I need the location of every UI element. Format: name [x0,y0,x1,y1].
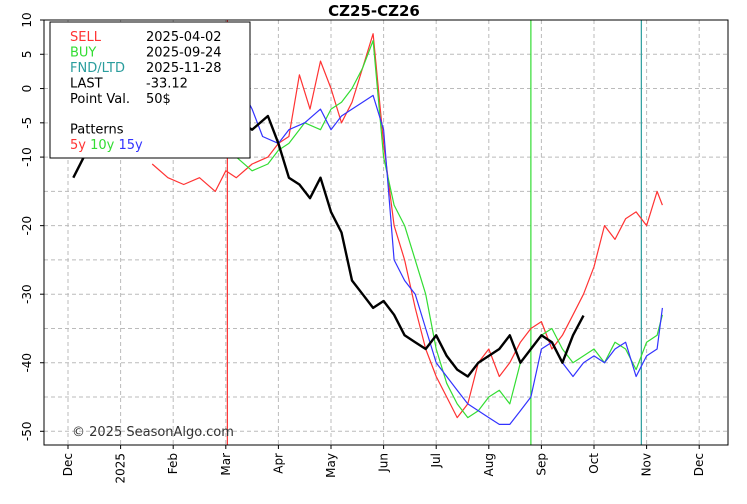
x-tick-label: Mar [219,453,233,476]
series-line-15y [209,81,663,425]
x-tick-label: Dec [61,453,75,476]
y-tick-label: -5 [20,117,34,129]
x-axis: Dec 2025 Feb Mar Apr May Jun Jul Aug Sep Oct Nov Dec [61,445,706,484]
x-tick-label: Feb [166,453,180,474]
x-tick-label: Aug [482,453,496,476]
y-tick-label: -10 [20,147,34,167]
legend-value: 2025-09-24 [146,46,222,61]
x-tick-label: Jun [377,453,391,473]
pattern-10y: 10y [86,138,115,153]
legend-value: -33.12 [146,77,188,92]
y-tick-label: -30 [20,284,34,304]
pattern-15y: 15y [114,138,143,153]
legend-label: SELL [70,30,102,45]
legend-value: 50$ [146,92,171,107]
x-tick-label: Nov [640,453,654,476]
x-tick-label: Jul [429,453,443,468]
copyright-text: © 2025 SeasonAlgo.com [72,425,234,440]
y-tick-label: 10 [20,12,34,27]
y-tick-label: 0 [20,85,34,93]
legend-label: Point Val. [70,92,130,107]
x-tick-label: Apr [271,453,285,474]
x-tick-label: May [324,453,338,478]
y-tick-label: -50 [20,421,34,441]
chart-title: CZ25-CZ26 [328,2,420,20]
legend-value: 2025-04-02 [146,30,222,45]
marker-lines [226,20,642,445]
x-tick-label: 2025 [114,453,128,484]
legend-label: BUY [70,46,96,61]
legend-box: SELL 2025-04-02 BUY 2025-09-24 FND/LTD 2025-1… [49,21,251,159]
patterns-label: Patterns [70,123,124,138]
y-axis: 10 5 0 -5 -10 -20 -30 -40 -50 [20,12,44,441]
series-line-10y [220,39,663,419]
legend-label: LAST [70,77,103,92]
legend-label: FND/LTD [70,61,125,76]
x-tick-label: Sep [534,453,548,476]
pattern-5y: 5y [70,138,86,153]
y-tick-label: 5 [20,50,34,58]
y-tick-label: -20 [20,216,34,236]
plot-frame [43,19,729,446]
legend-value: 2025-11-28 [146,61,222,76]
y-tick-label: -40 [20,353,34,373]
x-tick-label: Dec [692,453,706,476]
x-tick-label: Oct [587,453,601,474]
patterns-list: 5y 10y 15y [70,138,143,153]
